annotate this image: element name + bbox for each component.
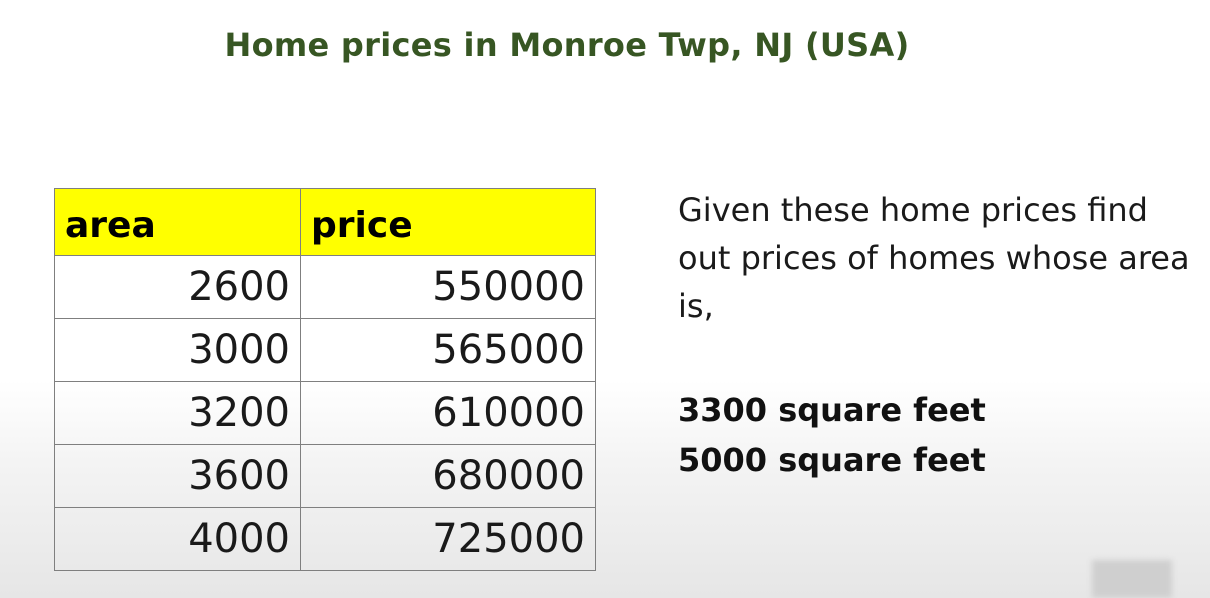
cell-price: 565000 <box>300 318 596 382</box>
cell-area: 3600 <box>54 444 301 508</box>
query-item: 3300 square feet <box>678 391 986 429</box>
query-item: 5000 square feet <box>678 441 986 479</box>
cell-area: 4000 <box>54 507 301 571</box>
cell-area: 3200 <box>54 381 301 445</box>
cell-price: 610000 <box>300 381 596 445</box>
question-text: Given these home prices find out prices … <box>678 191 1190 325</box>
table-row: 3200 610000 <box>54 381 596 445</box>
table-row: 2600 550000 <box>54 255 596 319</box>
cell-price: 550000 <box>300 255 596 319</box>
blurred-corner-thumbnail <box>1092 560 1172 598</box>
table-row: 4000 725000 <box>54 507 596 571</box>
header-price: price <box>300 188 596 256</box>
cell-area: 2600 <box>54 255 301 319</box>
slide-title: Home prices in Monroe Twp, NJ (USA) <box>224 26 910 64</box>
cell-price: 680000 <box>300 444 596 508</box>
table-row: 3000 565000 <box>54 318 596 382</box>
table-row: 3600 680000 <box>54 444 596 508</box>
cell-area: 3000 <box>54 318 301 382</box>
cell-price: 725000 <box>300 507 596 571</box>
table-header-row: area price <box>54 188 596 256</box>
query-list: 3300 square feet 5000 square feet <box>678 385 986 485</box>
header-area: area <box>54 188 301 256</box>
home-prices-table: area price 2600 550000 3000 565000 3200 … <box>54 188 596 571</box>
